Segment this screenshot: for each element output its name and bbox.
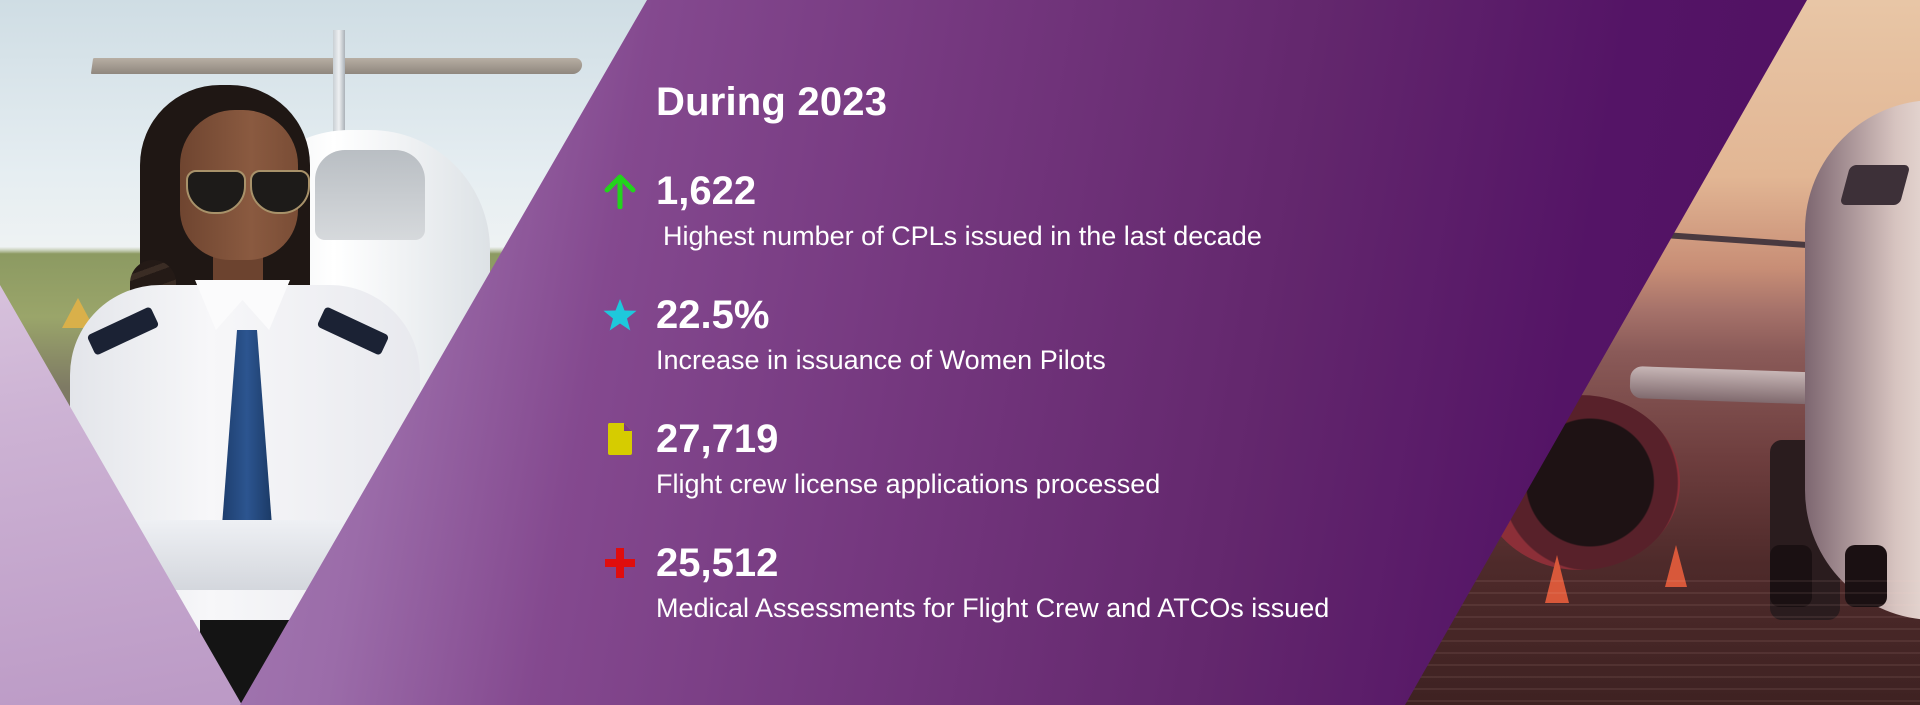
aircraft-tail-vertical [333,30,345,140]
stat-description: Highest number of CPLs issued in the las… [663,221,1262,251]
traffic-cone [1665,545,1687,587]
airliner-cockpit-window [1839,165,1911,205]
airliner-wheel [1845,545,1887,607]
stat-description: Medical Assessments for Flight Crew and … [656,593,1330,623]
arrow-up-icon [600,171,640,211]
sunglasses-right-lens [250,170,310,214]
stat-value: 27,719 [656,417,779,461]
star-icon [600,295,640,335]
medical-cross-icon [600,543,640,583]
section-heading: During 2023 [656,80,888,124]
document-icon [600,419,640,459]
stat-value: 1,622 [656,169,757,213]
stat-value: 22.5% [656,293,770,337]
airliner-wheel [1770,545,1812,607]
stat-description: Flight crew license applications process… [656,469,1161,499]
sunglasses-left-lens [186,170,246,214]
stat-description: Increase in issuance of Women Pilots [656,345,1106,375]
traffic-cone [1545,555,1569,603]
aircraft-window [315,150,425,240]
stat-value: 25,512 [656,541,779,585]
